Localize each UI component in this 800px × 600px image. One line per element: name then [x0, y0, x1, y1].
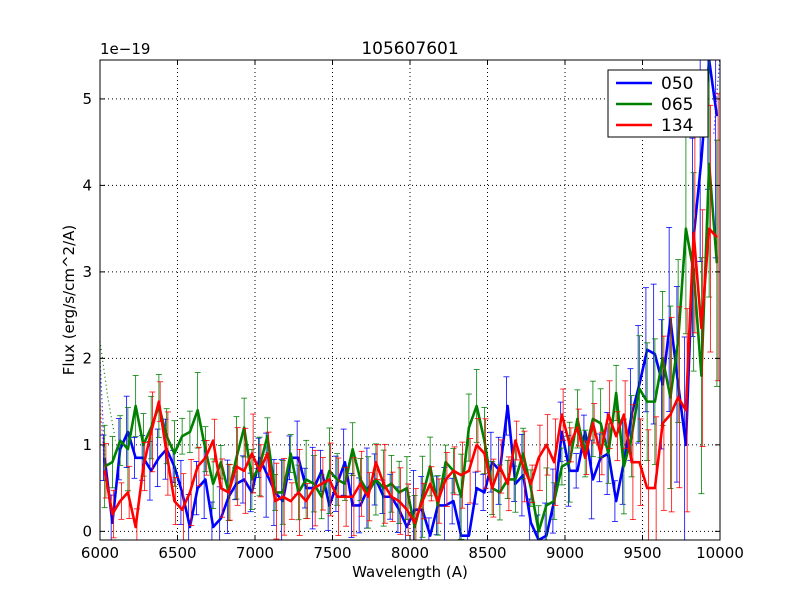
x-tick-label: 10000 — [696, 544, 744, 562]
legend-label-050: 050 — [661, 74, 693, 94]
x-tick-label: 8000 — [391, 544, 429, 562]
x-tick-label: 9000 — [546, 544, 584, 562]
data-layer — [100, 60, 720, 540]
chart-title: 105607601 — [361, 39, 458, 59]
y-tick-label: 2 — [82, 349, 92, 367]
y-offset-label: 1e−19 — [100, 40, 150, 58]
y-tick-label: 5 — [82, 90, 92, 108]
x-tick-label: 7000 — [236, 544, 274, 562]
series-134-group — [102, 93, 720, 540]
y-tick-label: 4 — [82, 176, 92, 194]
x-tick-label: 8500 — [468, 544, 506, 562]
x-tick-label: 6500 — [158, 544, 196, 562]
legend-label-065: 065 — [661, 95, 693, 115]
x-axis-label: Wavelength (A) — [352, 563, 468, 581]
series-065-dotted-extension — [100, 340, 117, 441]
x-tick-label: 6000 — [81, 544, 119, 562]
x-tick-label: 7500 — [313, 544, 351, 562]
y-tick-label: 3 — [82, 263, 92, 281]
legend-label-134: 134 — [661, 116, 693, 136]
y-tick-label: 0 — [82, 522, 92, 540]
y-tick-label: 1 — [82, 436, 92, 454]
series-050-dotted-extension — [100, 358, 106, 458]
series-134-line — [103, 227, 718, 529]
y-axis-label: Flux (erg/s/cm^2/A) — [60, 225, 78, 376]
x-tick-label: 9500 — [623, 544, 661, 562]
plot-area: 6000 6500 7000 7500 8000 8500 9000 9500 10000 0 1 2… — [81, 59, 744, 562]
